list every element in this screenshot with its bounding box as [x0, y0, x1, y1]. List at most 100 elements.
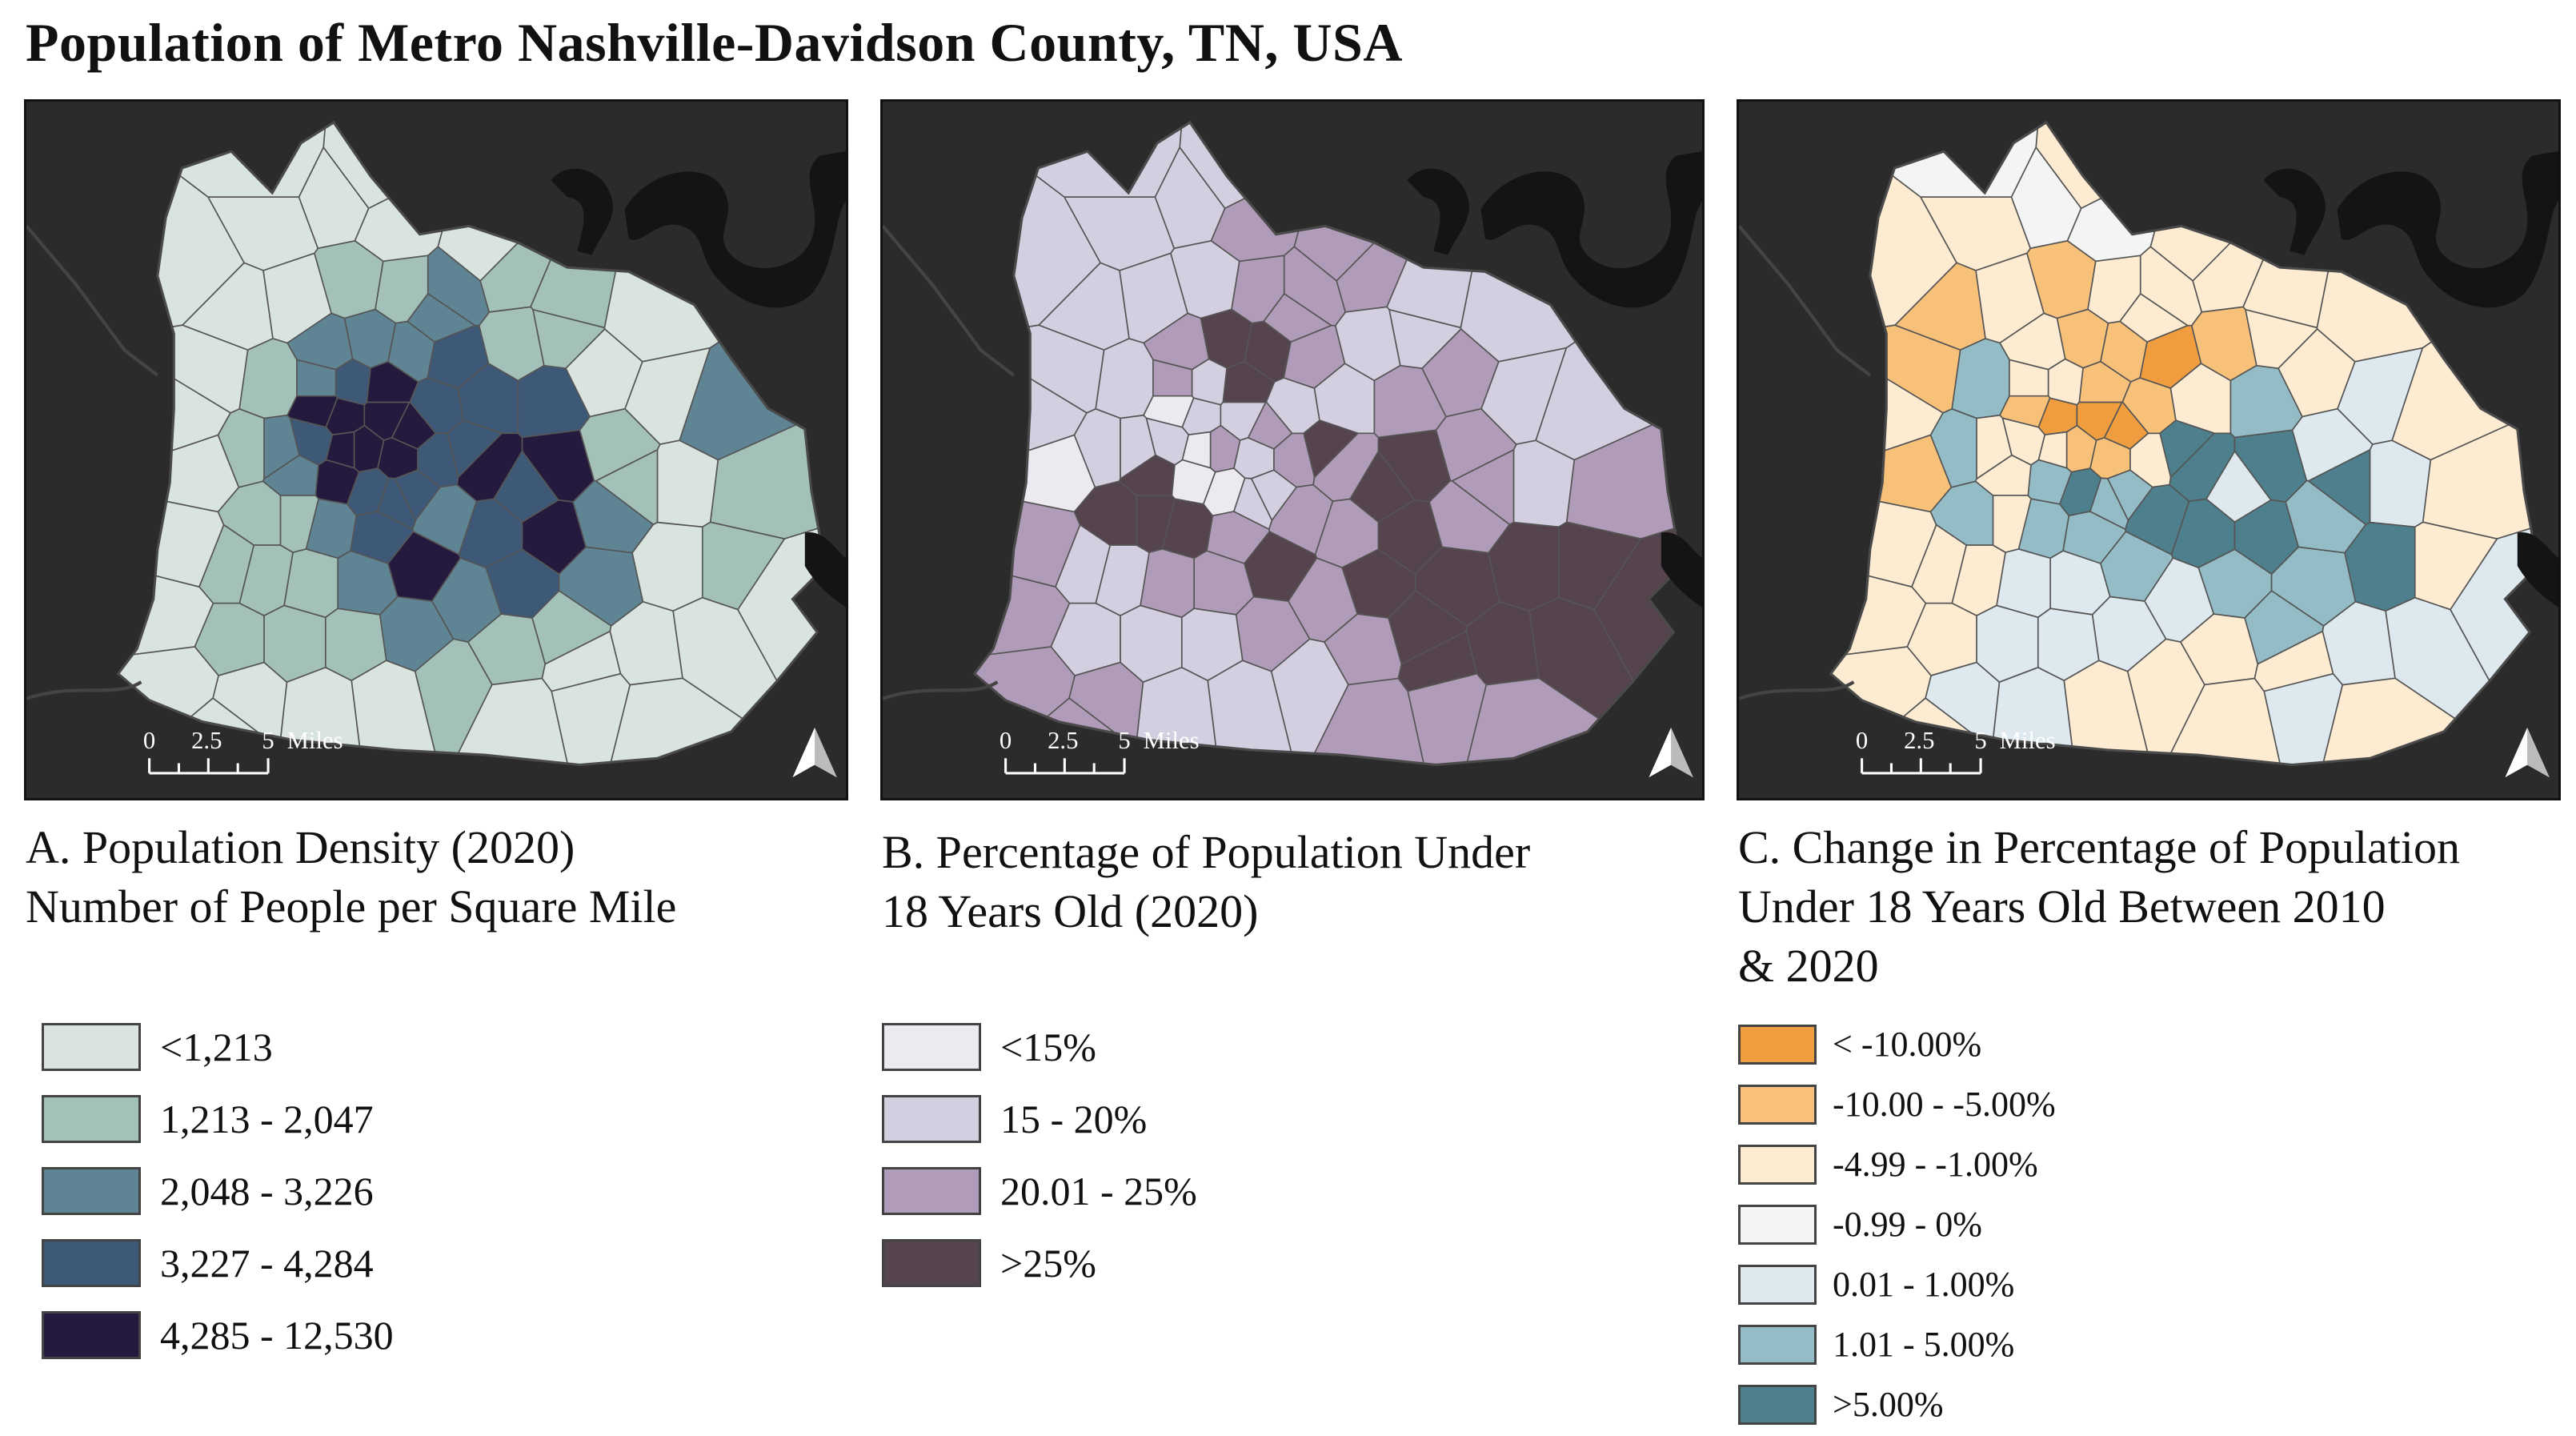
census-tract	[2037, 431, 2068, 469]
census-tract	[974, 434, 1096, 513]
water-body	[624, 151, 846, 308]
census-tract	[1397, 630, 1478, 692]
north-arrow-shade	[1671, 727, 1693, 778]
map-panel-population-density: 0 2.5 5 Miles	[24, 99, 848, 800]
river-water	[1739, 151, 2558, 700]
legend-under-18-percentage: <15% 15 - 20% 20.01 - 25% >25%	[882, 1023, 1362, 1327]
scale-label: 5	[1118, 726, 1130, 754]
legend-swatch	[882, 1095, 981, 1143]
legend-swatch	[1738, 1145, 1817, 1185]
scale-label: 2.5	[1048, 726, 1078, 754]
census-tract	[1830, 122, 2041, 198]
choropleth-map: 0 2.5 5 Miles	[883, 120, 1702, 778]
census-tract	[296, 359, 337, 397]
water-body	[551, 168, 613, 255]
legend-label: 1,213 - 2,047	[160, 1097, 374, 1141]
water-body	[1480, 151, 1702, 308]
choropleth-map: 0 2.5 5 Miles	[1739, 120, 2558, 778]
caption-line: A. Population Density (2020)	[26, 821, 575, 873]
tract-boundaries	[972, 120, 1684, 767]
map-panel-under-18-change: 0 2.5 5 Miles	[1737, 99, 2561, 800]
tract-boundaries	[116, 120, 827, 767]
census-tract	[541, 630, 622, 692]
caption-b: B. Percentage of Population Under 18 Yea…	[882, 823, 1530, 941]
legend-label: -10.00 - -5.00%	[1833, 1085, 2056, 1124]
census-tract	[118, 540, 214, 670]
legend-label: 15 - 20%	[1000, 1097, 1148, 1141]
legend-label: <15%	[1000, 1025, 1096, 1069]
legend-under-18-change: < -10.00% -10.00 - -5.00% -4.99 - -1.00%…	[1738, 1025, 2218, 1433]
legend-swatch	[882, 1023, 981, 1071]
road-line	[883, 225, 1016, 377]
water-body	[2263, 168, 2326, 255]
water-body	[1661, 531, 1702, 608]
legend-label: 3,227 - 4,284	[160, 1241, 374, 1286]
scale-label: 5	[262, 726, 274, 754]
water-body	[1407, 168, 1469, 255]
legend-swatch	[1738, 1205, 1817, 1245]
north-arrow-shade	[815, 727, 837, 778]
scale-ticks	[1861, 758, 1982, 775]
water-body	[804, 531, 846, 608]
census-tract	[2253, 630, 2334, 692]
north-arrow-shade	[2527, 727, 2550, 778]
legend-swatch	[42, 1239, 141, 1287]
legend-label: <1,213	[160, 1025, 273, 1069]
census-tract	[1303, 419, 1360, 479]
scale-label: 0	[1000, 726, 1012, 754]
scale-label: 2.5	[191, 726, 222, 754]
water-body	[2337, 151, 2558, 308]
legend-swatch	[42, 1311, 141, 1359]
caption-line: Under 18 Years Old Between 2010	[1738, 880, 2386, 933]
census-tract	[595, 448, 659, 526]
road-line	[1739, 680, 1855, 700]
legend-label: >5.00%	[1833, 1385, 1944, 1424]
census-tract	[974, 122, 1185, 198]
census-tract	[974, 540, 1071, 670]
map-panel-under-18-percentage: 0 2.5 5 Miles	[880, 99, 1705, 800]
legend-swatch	[1738, 1025, 1817, 1065]
census-tract	[325, 431, 355, 469]
caption-line: Number of People per Square Mile	[26, 880, 677, 933]
census-tract	[493, 450, 559, 523]
census-tract	[1232, 477, 1273, 531]
scale-bar: 0 2.5 5 Miles	[1856, 726, 2056, 775]
scale-bar: 0 2.5 5 Miles	[1000, 726, 1200, 775]
scale-label: 0	[1856, 726, 1868, 754]
county-outline	[972, 120, 1684, 767]
scale-bar: 0 2.5 5 Miles	[143, 726, 343, 775]
scale-label: 5	[1974, 726, 1986, 754]
census-tract	[1207, 660, 1300, 765]
census-tract	[2089, 477, 2129, 531]
legend-swatch	[1738, 1325, 1817, 1365]
caption-line: & 2020	[1738, 940, 1879, 992]
census-tract	[118, 122, 329, 198]
road-line	[26, 225, 159, 377]
census-tract	[1152, 359, 1193, 397]
river-water	[26, 151, 846, 700]
north-arrow-icon	[1649, 727, 1693, 778]
scale-unit: Miles	[287, 726, 343, 754]
legend-label: 2,048 - 3,226	[160, 1169, 374, 1213]
legend-swatch	[42, 1095, 141, 1143]
scale-unit: Miles	[1144, 726, 1200, 754]
census-tract	[376, 477, 417, 531]
census-tract	[2159, 419, 2216, 479]
north-arrow-icon	[792, 727, 837, 778]
census-tract	[1830, 540, 1927, 670]
north-arrow-icon	[2505, 727, 2550, 778]
legend-label: 0.01 - 1.00%	[1833, 1265, 2015, 1304]
legend-swatch	[1738, 1385, 1817, 1425]
census-tract	[351, 660, 444, 765]
census-tract	[2063, 660, 2157, 765]
scale-label: 2.5	[1904, 726, 1934, 754]
census-tract	[447, 419, 503, 479]
caption-a: A. Population Density (2020) Number of P…	[26, 818, 676, 937]
scale-label: 0	[143, 726, 155, 754]
scale-ticks	[1004, 758, 1126, 775]
caption-line: B. Percentage of Population Under	[882, 826, 1531, 878]
census-tract	[1451, 448, 1515, 526]
legend-population-density: <1,213 1,213 - 2,047 2,048 - 3,226 3,227…	[42, 1023, 522, 1383]
scale-ticks	[148, 758, 270, 775]
legend-swatch	[1738, 1265, 1817, 1305]
